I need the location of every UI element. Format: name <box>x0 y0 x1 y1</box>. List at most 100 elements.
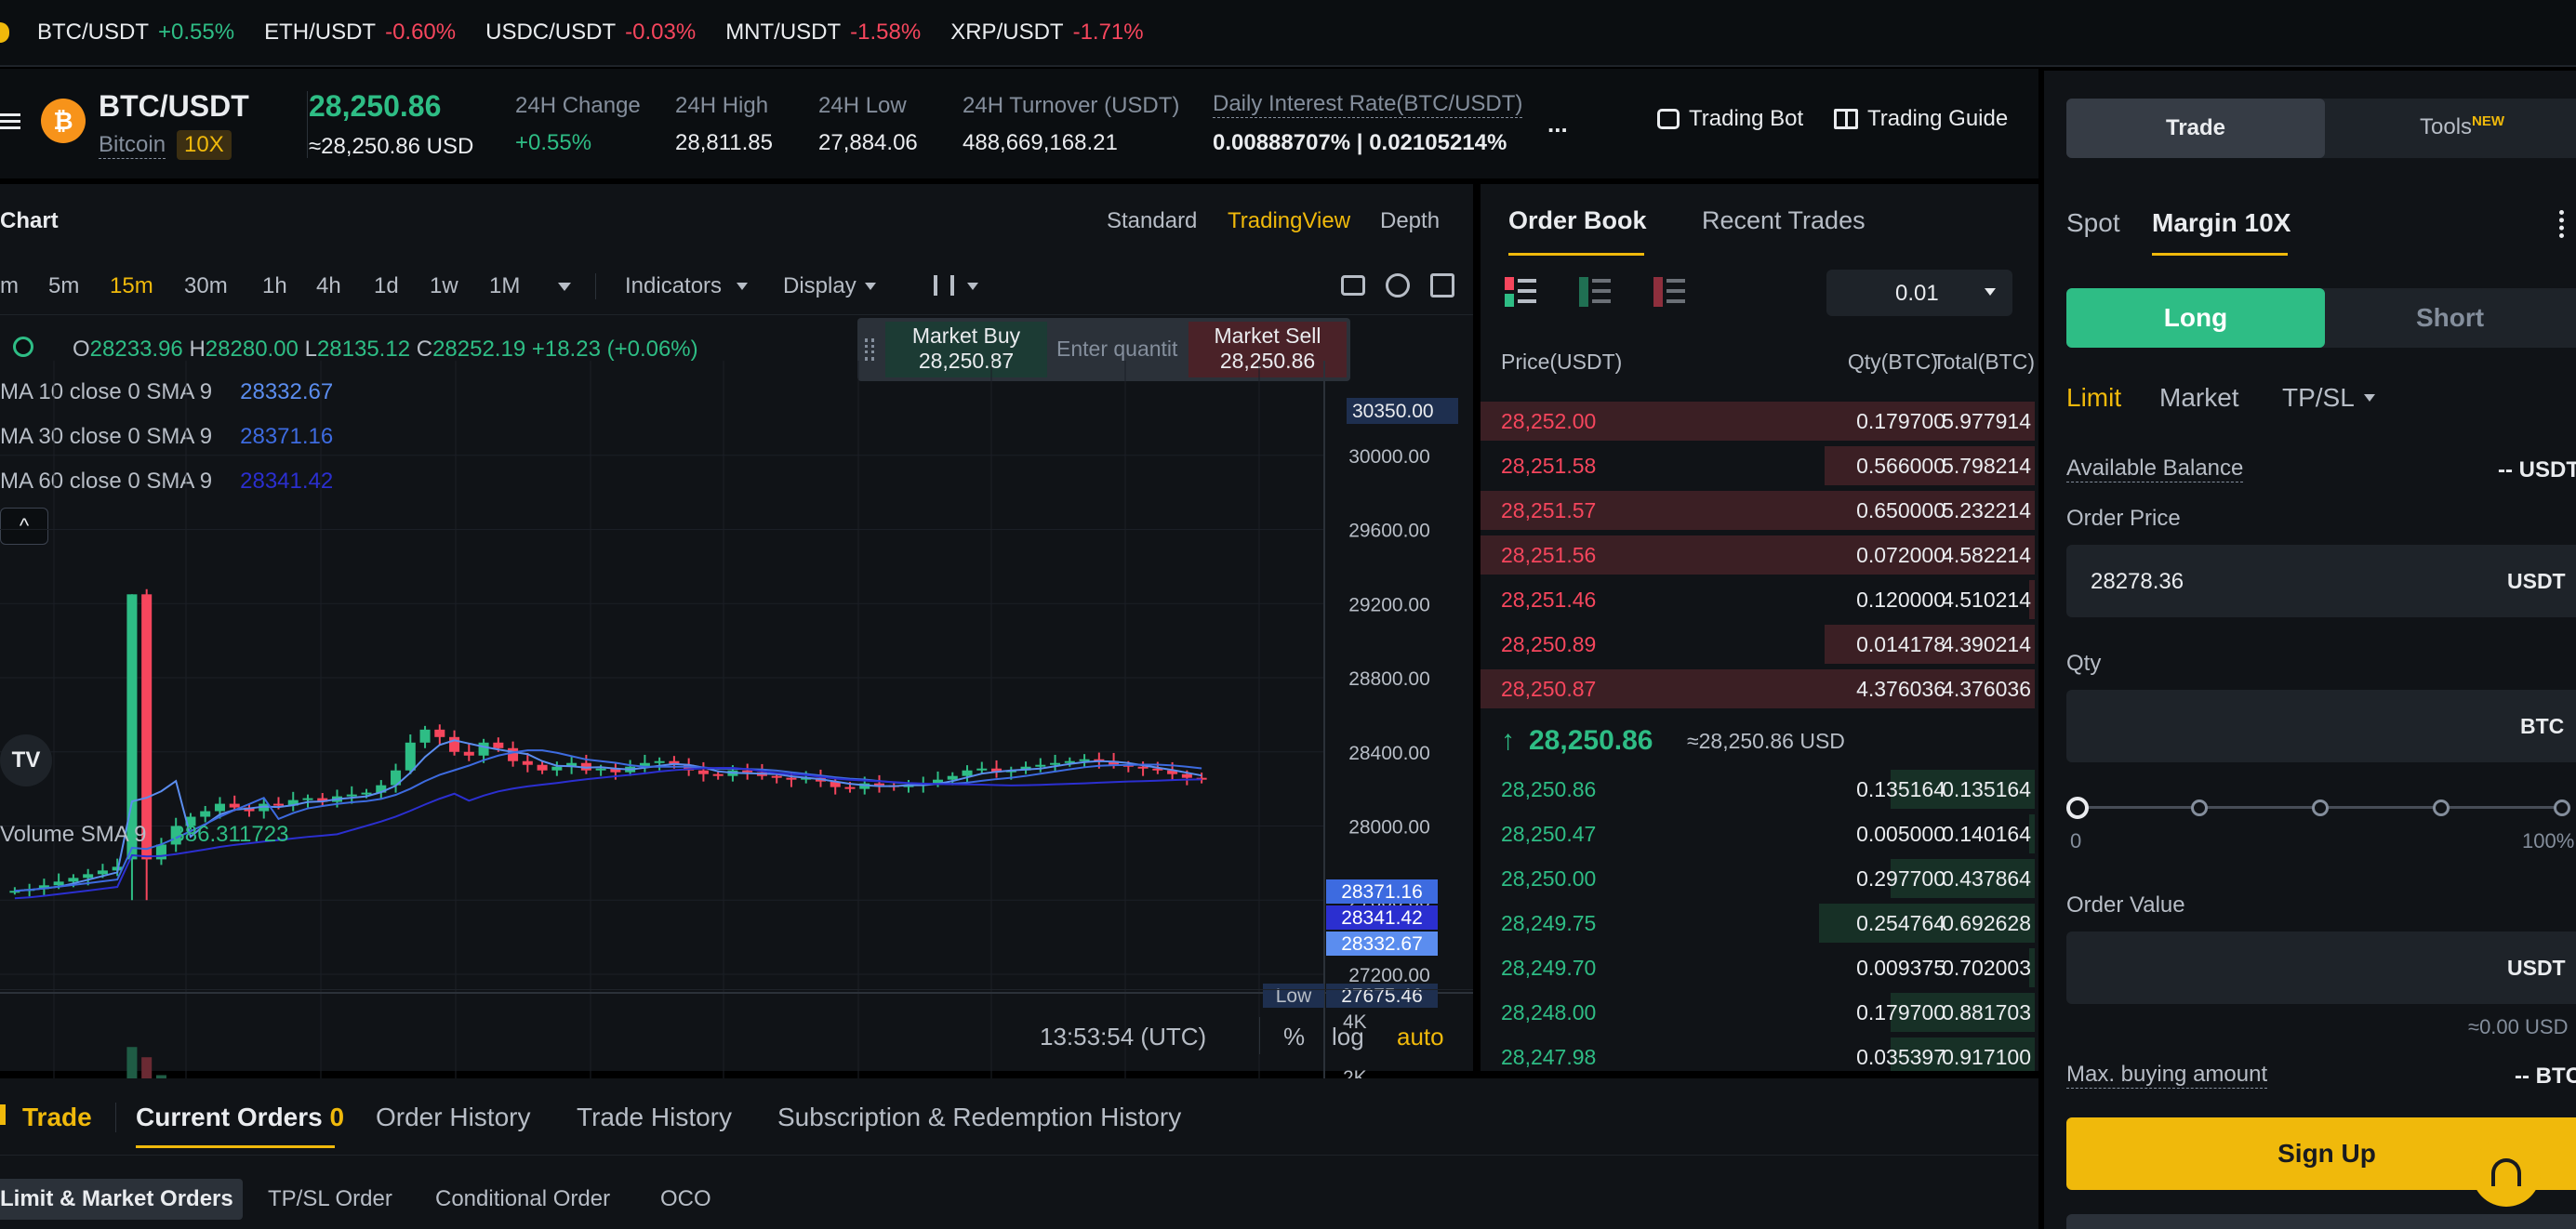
slider-step-100[interactable] <box>2554 800 2570 816</box>
candle-type-icon[interactable] <box>934 275 954 296</box>
ticker-item[interactable]: MNT/USDT -1.58% <box>725 20 921 46</box>
trading-bot-link[interactable]: Trading Bot <box>1657 106 1803 132</box>
tab-tools[interactable]: ToolsNEW <box>2420 113 2504 140</box>
bid-row[interactable]: 28,247.98 0.035397 0.917100 <box>1481 1034 2035 1071</box>
bottom-tab-trade[interactable]: Trade <box>22 1103 92 1131</box>
qty-input[interactable]: BTC <box>2066 690 2576 762</box>
more-options-icon[interactable] <box>2559 210 2565 238</box>
interval-dropdown-icon[interactable] <box>558 283 571 291</box>
candle-body <box>639 762 650 767</box>
interval-30m[interactable]: 30m <box>184 273 228 298</box>
market-sell-button[interactable]: Market Sell 28,250.86 <box>1188 322 1347 377</box>
quick-qty-input[interactable]: Enter quantit <box>1056 337 1178 361</box>
tpsl-caret-icon[interactable] <box>2364 394 2375 402</box>
ask-row[interactable]: 28,252.00 0.179700 5.977914 <box>1481 398 2035 443</box>
ask-row[interactable]: 28,251.57 0.650000 5.232214 <box>1481 487 2035 532</box>
menu-icon[interactable] <box>0 112 20 132</box>
order-type-market[interactable]: Market <box>2159 383 2239 412</box>
scale-percent-toggle[interactable]: % <box>1283 1023 1306 1051</box>
fullscreen-icon[interactable] <box>1430 273 1454 297</box>
bid-row[interactable]: 28,249.75 0.254764 0.692628 <box>1481 900 2035 945</box>
candle-type-caret-icon[interactable] <box>967 283 978 290</box>
slider-step-75[interactable] <box>2433 800 2450 816</box>
interval-m[interactable]: m <box>0 273 19 298</box>
qty-slider[interactable] <box>2066 794 2576 822</box>
trading-guide-link[interactable]: Trading Guide <box>1834 106 2008 132</box>
tab-order-book[interactable]: Order Book <box>1508 206 1647 234</box>
interval-1d[interactable]: 1d <box>374 273 399 298</box>
bottom-tab-trade-history[interactable]: Trade History <box>577 1103 733 1131</box>
interval-5m[interactable]: 5m <box>48 273 80 298</box>
available-label: Available Balance <box>2066 456 2244 482</box>
scale-log-toggle[interactable]: log <box>1332 1023 1364 1051</box>
layout-both-icon[interactable] <box>1505 277 1536 309</box>
bid-row[interactable]: 28,250.86 0.135164 0.135164 <box>1481 766 2035 811</box>
symbol-dot-icon <box>13 337 33 357</box>
indicators-button[interactable]: Indicators <box>625 273 723 298</box>
support-button[interactable] <box>2472 1138 2541 1207</box>
qty-unit: BTC <box>2520 714 2565 738</box>
order-type-limit[interactable]: Limit <box>2066 383 2122 412</box>
tab-trade[interactable]: Trade <box>2066 99 2325 158</box>
interval-4h[interactable]: 4h <box>316 273 341 298</box>
market-buy-button[interactable]: Market Buy 28,250.87 <box>885 322 1047 377</box>
sma-legend-10: MA 10 close 0 SMA 9 28332.67 <box>0 379 333 405</box>
settings-icon[interactable] <box>1386 273 1410 297</box>
camera-icon[interactable] <box>1341 275 1365 296</box>
tab-recent-trades[interactable]: Recent Trades <box>1702 206 1866 234</box>
interval-1M[interactable]: 1M <box>489 273 521 298</box>
display-button[interactable]: Display <box>783 273 856 298</box>
price-chart[interactable]: 30000.00 29600.00 29200.00 28800.00 28400.00… <box>0 324 1473 1179</box>
interval-15m[interactable]: 15m <box>110 273 153 298</box>
ticker-item[interactable]: BTC/USDT +0.55% <box>37 20 234 46</box>
long-button[interactable]: Long <box>2066 288 2325 348</box>
slider-step-50[interactable] <box>2312 800 2329 816</box>
subtab-limit-market[interactable]: Limit & Market Orders <box>0 1179 243 1220</box>
order-type-tpsl[interactable]: TP/SL <box>2282 383 2355 412</box>
candle-body <box>83 874 94 879</box>
ticker-item[interactable]: XRP/USDT -1.71% <box>950 20 1143 46</box>
bottom-tab-order-history[interactable]: Order History <box>376 1103 531 1131</box>
layout-bids-icon[interactable] <box>1579 277 1611 309</box>
scale-auto-toggle[interactable]: auto <box>1397 1023 1444 1051</box>
more-stats-button[interactable]: ... <box>1547 110 1568 138</box>
bid-row[interactable]: 28,250.47 0.005000 0.140164 <box>1481 811 2035 855</box>
subtab-tpsl[interactable]: TP/SL Order <box>268 1186 392 1211</box>
order-value-input[interactable]: USDT <box>2066 932 2576 1004</box>
subtab-conditional[interactable]: Conditional Order <box>435 1186 611 1211</box>
secondary-button[interactable] <box>2066 1214 2576 1229</box>
interval-1w[interactable]: 1w <box>430 273 458 298</box>
interval-1h[interactable]: 1h <box>262 273 287 298</box>
ticker-change: -0.03% <box>625 20 697 45</box>
ticker-item[interactable]: ETH/USDT -0.60% <box>264 20 456 46</box>
bottom-tab-subscription-history[interactable]: Subscription & Redemption History <box>777 1103 1182 1131</box>
drag-handle-icon[interactable] <box>865 338 874 361</box>
subtab-oco[interactable]: OCO <box>660 1186 711 1211</box>
bid-row[interactable]: 28,248.00 0.179700 0.881703 <box>1481 989 2035 1034</box>
view-tradingview[interactable]: TradingView <box>1228 208 1351 233</box>
layout-asks-icon[interactable] <box>1653 277 1685 309</box>
ask-row[interactable]: 28,251.56 0.072000 4.582214 <box>1481 532 2035 576</box>
pair-symbol[interactable]: BTC/USDT <box>99 89 249 123</box>
tradingview-logo-text: TV <box>11 747 41 773</box>
ask-row[interactable]: 28,251.58 0.566000 5.798214 <box>1481 443 2035 487</box>
ticker-item[interactable]: USDC/USDT -0.03% <box>485 20 696 46</box>
collapse-legend-button[interactable]: ^ <box>0 508 48 545</box>
ask-row[interactable]: 28,251.46 0.120000 4.510214 <box>1481 576 2035 621</box>
view-depth[interactable]: Depth <box>1380 208 1441 233</box>
precision-select[interactable]: 0.01 <box>1826 270 2012 316</box>
ask-row[interactable]: 28,250.87 4.376036 4.376036 <box>1481 666 2035 710</box>
slider-thumb[interactable] <box>2066 797 2089 819</box>
tradingview-logo[interactable]: TV <box>0 734 52 786</box>
mode-spot[interactable]: Spot <box>2066 208 2120 237</box>
bid-row[interactable]: 28,249.70 0.009375 0.702003 <box>1481 945 2035 989</box>
mode-margin[interactable]: Margin 10X <box>2152 208 2291 237</box>
bid-row[interactable]: 28,250.00 0.297700 0.437864 <box>1481 855 2035 900</box>
slider-step-25[interactable] <box>2191 800 2208 816</box>
short-button[interactable]: Short <box>2416 303 2485 332</box>
bottom-tab-current-orders[interactable]: Current Orders 0 <box>136 1103 344 1132</box>
book-icon <box>1834 109 1858 129</box>
ask-row[interactable]: 28,250.89 0.014178 4.390214 <box>1481 621 2035 666</box>
view-standard[interactable]: Standard <box>1107 208 1198 233</box>
order-price-input[interactable]: 28278.36 USDT <box>2066 545 2576 617</box>
